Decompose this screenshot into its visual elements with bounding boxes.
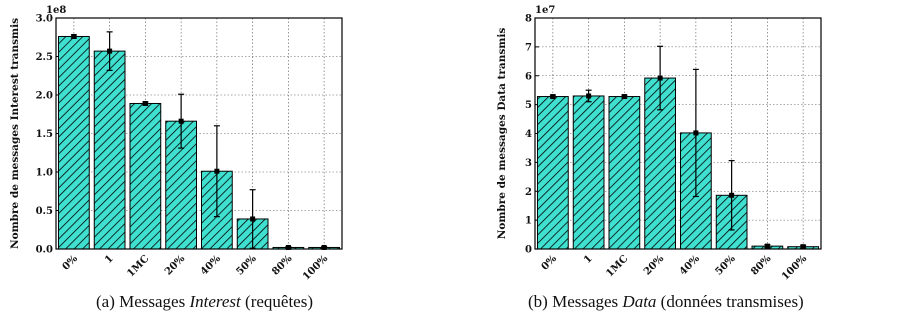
caption-b: (b) Messages Data (données transmises) <box>528 292 804 312</box>
x-tick-label: 40% <box>199 253 224 278</box>
mean-marker <box>285 244 291 250</box>
x-tick-label: 0% <box>61 253 81 273</box>
bar <box>608 96 641 250</box>
mean-marker <box>71 33 77 39</box>
y-tick-label: 6 <box>525 71 532 82</box>
y-tick-label: 4 <box>525 129 532 140</box>
mean-marker <box>657 75 663 81</box>
x-tick-label: 40% <box>678 253 703 278</box>
y-tick-label: 1 <box>525 216 532 227</box>
mean-marker <box>321 244 327 250</box>
x-tick-label: 0% <box>540 253 560 273</box>
caption-b-prefix: (b) Messages <box>528 292 623 311</box>
bar <box>93 50 126 250</box>
mean-marker <box>178 118 184 124</box>
mean-marker <box>764 243 770 249</box>
mean-marker <box>800 244 806 250</box>
y-tick-label: 7 <box>525 42 532 53</box>
y-axis-label: Nombre de messages Data transmis <box>496 28 508 240</box>
caption-a-suffix: (requêtes) <box>240 292 313 311</box>
x-tick-label: 20% <box>163 253 188 278</box>
mean-marker <box>693 130 699 136</box>
x-tick-label: 1MC <box>604 253 630 279</box>
x-tick-label: 80% <box>270 253 295 278</box>
y-tick-label: 0 <box>525 245 532 256</box>
mean-marker <box>550 94 556 100</box>
bar <box>129 102 162 250</box>
x-tick-label: 1 <box>582 253 595 266</box>
caption-a-prefix: (a) Messages <box>96 292 190 311</box>
y-tick-label: 0.0 <box>36 245 53 256</box>
y-tick-label: 3 <box>525 158 532 169</box>
x-tick-label: 80% <box>749 253 774 278</box>
mean-marker <box>107 48 113 54</box>
x-tick-label: 1 <box>103 253 116 266</box>
x-tick-label: 20% <box>642 253 667 278</box>
caption-b-suffix: (données transmises) <box>656 292 804 311</box>
y-axis-label: Nombre de messages Interest transmis <box>9 18 21 249</box>
x-tick-label: 50% <box>234 253 259 278</box>
y-tick-label: 3.0 <box>36 14 53 25</box>
bar <box>58 35 90 250</box>
y-tick-label: 0.5 <box>36 206 53 217</box>
chart-interest: 0.00.51.01.52.02.53.00% 1 1MC 20% 40% 50% 80% 1… <box>9 5 343 283</box>
caption-b-emphasis: Data <box>622 292 657 311</box>
y-tick-label: 2.0 <box>36 91 53 102</box>
bar <box>537 96 569 250</box>
x-tick-label: 50% <box>713 253 738 278</box>
y-tick-label: 2.5 <box>36 52 53 63</box>
x-tick-label: 100% <box>301 253 331 283</box>
mean-marker <box>250 216 256 222</box>
caption-a-emphasis: Interest <box>189 292 241 311</box>
mean-marker <box>621 94 627 100</box>
mean-marker <box>729 192 735 198</box>
y-tick-label: 8 <box>525 14 532 25</box>
mean-marker <box>214 168 220 174</box>
y-multiplier-label: 1e8 <box>46 5 66 16</box>
y-tick-label: 2 <box>525 187 532 198</box>
caption-a: (a) Messages Interest (requêtes) <box>96 292 313 312</box>
plot-frame <box>55 17 343 250</box>
y-tick-label: 5 <box>525 100 532 111</box>
plot-frame <box>534 17 822 250</box>
x-tick-label: 100% <box>780 253 810 283</box>
y-tick-label: 1.0 <box>36 168 53 179</box>
y-tick-label: 1.5 <box>36 129 53 140</box>
figure-a: 0.0 0.5 1.0 1.5 2.0 2.5 3.0 0% 1 1MC 20% 40% 50% 80% 1… <box>0 0 458 290</box>
bar <box>572 95 605 250</box>
figure-b: 0 1 2 3 4 5 6 7 8 0% 1 1MC 20% 40% 50% 80% 100% 1e7 Nombre… <box>458 0 917 290</box>
y-multiplier-label: 1e7 <box>535 5 555 16</box>
mean-marker <box>586 93 592 99</box>
mean-marker <box>142 100 148 106</box>
x-tick-label: 1MC <box>125 253 151 279</box>
